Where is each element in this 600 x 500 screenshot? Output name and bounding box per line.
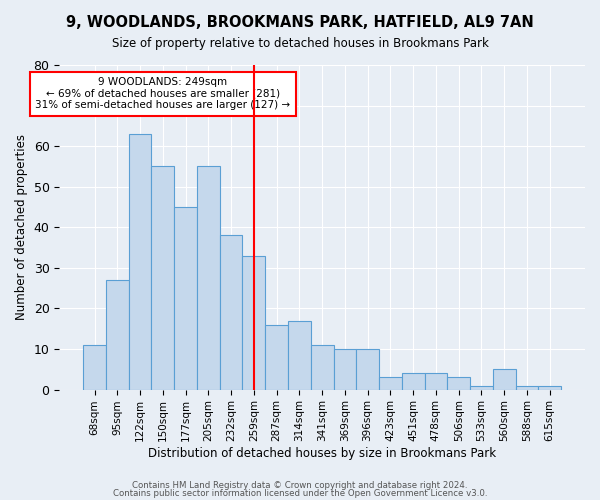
Bar (311, 345, 334, 390)
Bar (151, 166, 174, 390)
Text: 9, WOODLANDS, BROOKMANS PARK, HATFIELD, AL9 7AN: 9, WOODLANDS, BROOKMANS PARK, HATFIELD, … (66, 15, 534, 30)
Text: Contains HM Land Registry data © Crown copyright and database right 2024.: Contains HM Land Registry data © Crown c… (132, 480, 468, 490)
X-axis label: Distribution of detached houses by size in Brookmans Park: Distribution of detached houses by size … (148, 447, 496, 460)
Text: Size of property relative to detached houses in Brookmans Park: Size of property relative to detached ho… (112, 38, 488, 51)
Bar (356, 349, 379, 390)
Bar (493, 370, 515, 390)
Text: 9 WOODLANDS: 249sqm
← 69% of detached houses are smaller (281)
31% of semi-detac: 9 WOODLANDS: 249sqm ← 69% of detached ho… (35, 77, 290, 110)
Bar (265, 324, 288, 390)
Bar (402, 374, 425, 390)
Bar (174, 207, 197, 390)
Y-axis label: Number of detached properties: Number of detached properties (15, 134, 28, 320)
Bar (128, 134, 151, 390)
Bar (106, 280, 128, 390)
Bar (448, 378, 470, 390)
Bar (379, 378, 402, 390)
Bar (470, 386, 493, 390)
Bar (197, 166, 220, 390)
Bar (425, 374, 448, 390)
Bar (288, 320, 311, 390)
Bar (538, 386, 561, 390)
Text: Contains public sector information licensed under the Open Government Licence v3: Contains public sector information licen… (113, 489, 487, 498)
Bar (515, 386, 538, 390)
Bar (220, 236, 242, 390)
Bar (334, 349, 356, 390)
Bar (83, 345, 106, 390)
Bar (242, 256, 265, 390)
